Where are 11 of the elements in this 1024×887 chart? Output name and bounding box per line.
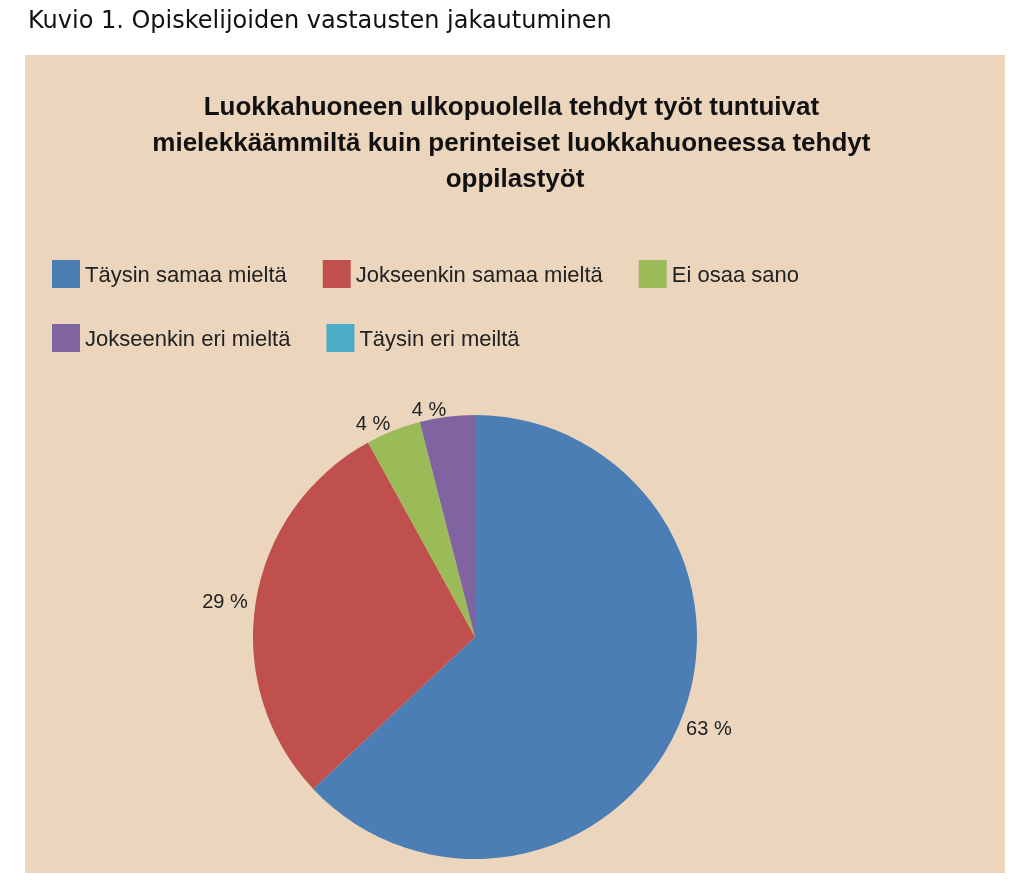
text: Kuvio 1. Opiskelijoiden vastausten jakautuminen [28,6,612,34]
legend-label: Jokseenkin eri mieltä [85,325,292,351]
legend-label: Täysin eri meiltä [359,325,521,351]
chart-title: Luokkahuoneen ulkopuolella tehdyt työt tuntuivat mielekkäämmiltä kuin perinteiset luokkahuoneessa tehdyt oppilastyöt [152,91,878,193]
data-label: 29 % [202,590,249,613]
data-label: 4 % [411,397,447,420]
legend-label: Jokseenkin samaa mieltä [355,261,604,287]
legend-label: Täysin samaa mieltä [85,261,288,287]
data-label: 63 % [686,717,732,740]
legend-label: Ei osaa sano [671,261,799,287]
data-label: 4 % [355,412,391,435]
